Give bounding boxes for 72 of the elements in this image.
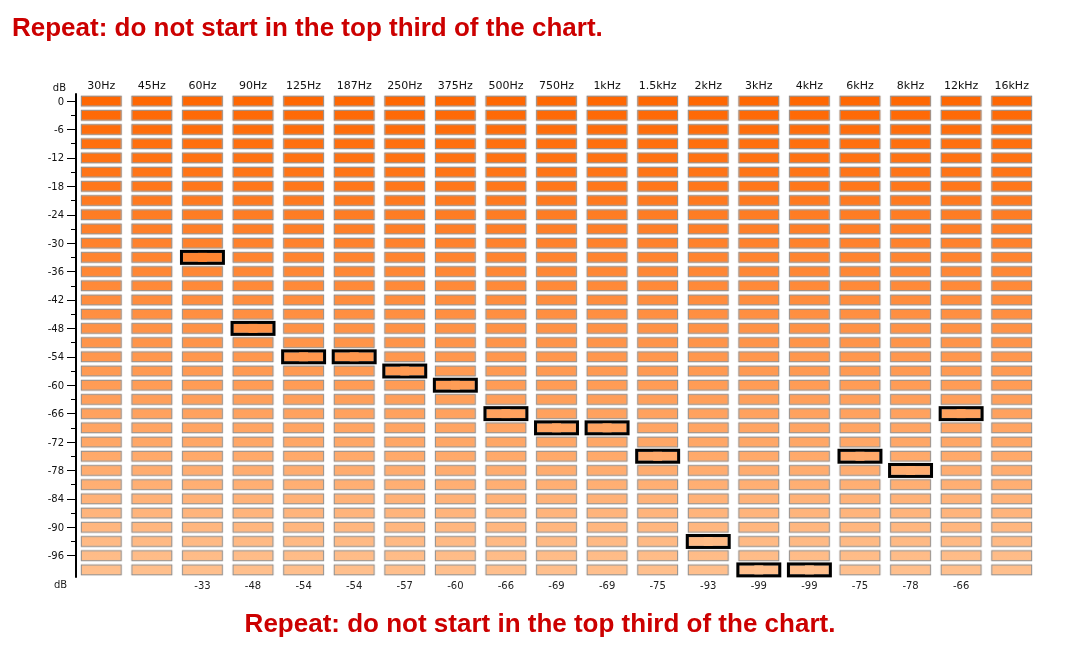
data-label: -69 [598,579,616,591]
x-tick-label: 60Hz [188,79,217,92]
point [501,409,511,419]
point [197,252,207,262]
point [349,352,359,362]
point [906,465,916,475]
point [703,537,713,546]
x-tick-label: 2kHz [694,79,723,92]
y-tick-label: -60 [47,379,64,391]
y-tick-label: -66 [47,408,64,420]
data-label: -69 [548,579,565,591]
data-label: -99 [750,579,767,591]
point [299,352,309,362]
data-label: -54 [346,579,363,591]
point [400,366,410,376]
y-tick-label: -78 [47,464,64,476]
x-tick-label: 45Hz [137,79,167,92]
data-label: -33 [194,579,211,591]
y-axis-title: dB [52,81,67,93]
text: Repeat: do not start in the top third of the chart. [244,608,836,638]
data-label: -78 [902,579,919,591]
x-tick-label: 90Hz [239,79,268,92]
data-label: -75 [851,579,869,591]
data-label: -57 [396,579,413,591]
x-tick-label: 750Hz [538,79,575,92]
data-label: -54 [295,579,312,591]
data-label: -48 [244,579,262,591]
chart-title: Repeat: do not start in the top third of the chart. [12,12,603,42]
y-tick-label: -96 [47,550,64,562]
point [754,565,764,575]
y-tick-label: -30 [47,237,64,249]
x-tick-label: 125Hz [286,79,322,92]
y-tick-label: -54 [47,351,64,363]
point [804,565,814,575]
point [602,423,612,433]
y-tick-label: -12 [47,152,64,164]
y-tick-label: -42 [47,294,64,306]
data-label: -66 [497,579,515,591]
y-tick-label: 0 [57,95,64,107]
y-tick-label: -90 [47,521,64,533]
data-label: -75 [649,579,666,591]
y-tick-label: -24 [47,209,64,221]
y-tick-label: -6 [54,124,64,136]
data-label: -93 [700,579,717,591]
data-label: -60 [447,579,464,591]
point [248,323,258,333]
text: dB [54,578,68,590]
x-tick-label: 4kHz [795,79,824,92]
x-tick-label: 6kHz [846,79,874,92]
point [855,451,865,461]
x-tick-label: 30Hz [87,79,116,92]
y-tick-label: -36 [47,266,64,278]
y-tick-label: -48 [47,322,64,334]
data-label: -99 [801,579,818,591]
y-tick-label: -84 [47,493,64,505]
data-label: -66 [952,579,970,591]
x-tick-label: 12kHz [943,79,979,92]
point [653,451,663,461]
x-tick-label: 500Hz [488,79,524,92]
y-tick-label: -18 [47,180,64,192]
point [956,409,966,419]
x-tick-label: 250Hz [387,79,423,92]
x-tick-label: 1kHz [593,79,622,92]
point [552,423,561,433]
x-tick-label: 3kHz [745,79,773,92]
x-tick-label: 375Hz [437,79,474,92]
x-tick-label: 16kHz [994,79,1030,92]
x-tick-label: 187Hz [336,79,372,92]
x-tick-label: 1.5kHz [638,79,677,92]
y-tick-label: -72 [47,436,64,448]
point [450,380,460,390]
x-tick-label: 8kHz [896,79,925,92]
